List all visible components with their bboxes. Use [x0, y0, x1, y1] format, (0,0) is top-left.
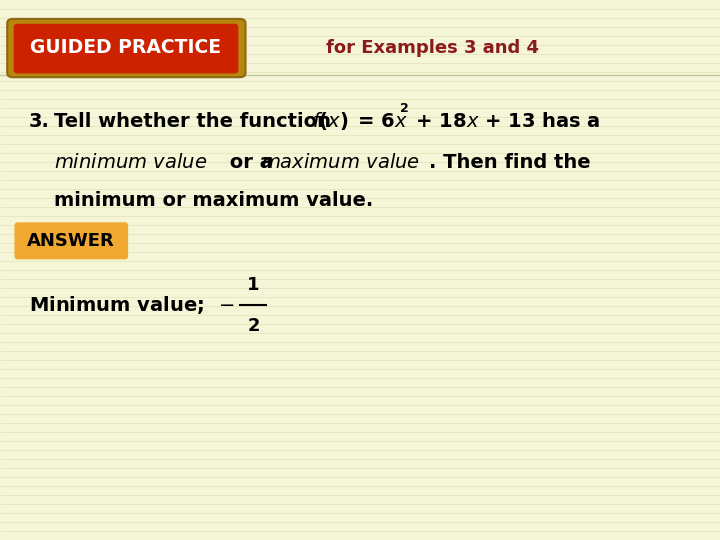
- FancyBboxPatch shape: [14, 24, 238, 73]
- Text: $\mathit{f}$($\mathit{x}$): $\mathit{f}$($\mathit{x}$): [312, 111, 349, 132]
- Text: + 18$\mathit{x}$ + 13 has a: + 18$\mathit{x}$ + 13 has a: [409, 112, 600, 131]
- Text: . Then find the: . Then find the: [429, 152, 590, 172]
- Text: GUIDED PRACTICE: GUIDED PRACTICE: [30, 38, 222, 57]
- Text: or a: or a: [223, 152, 279, 172]
- Text: = 6$\mathit{x}$: = 6$\mathit{x}$: [351, 112, 408, 131]
- FancyBboxPatch shape: [7, 19, 246, 77]
- Text: 2: 2: [400, 102, 409, 114]
- Text: ANSWER: ANSWER: [27, 232, 115, 250]
- Text: $\mathit{maximum\ value}$: $\mathit{maximum\ value}$: [261, 152, 420, 172]
- Text: minimum or maximum value.: minimum or maximum value.: [54, 191, 373, 211]
- Text: 2: 2: [247, 316, 260, 335]
- Text: $\mathit{minimum\ value}$: $\mathit{minimum\ value}$: [54, 152, 207, 172]
- Text: 3.: 3.: [29, 112, 50, 131]
- Text: for Examples 3 and 4: for Examples 3 and 4: [325, 38, 539, 57]
- Text: Tell whether the function: Tell whether the function: [54, 112, 338, 131]
- Text: 1: 1: [247, 275, 260, 294]
- Text: Minimum value;  $-$: Minimum value; $-$: [29, 294, 234, 316]
- FancyBboxPatch shape: [15, 223, 127, 259]
